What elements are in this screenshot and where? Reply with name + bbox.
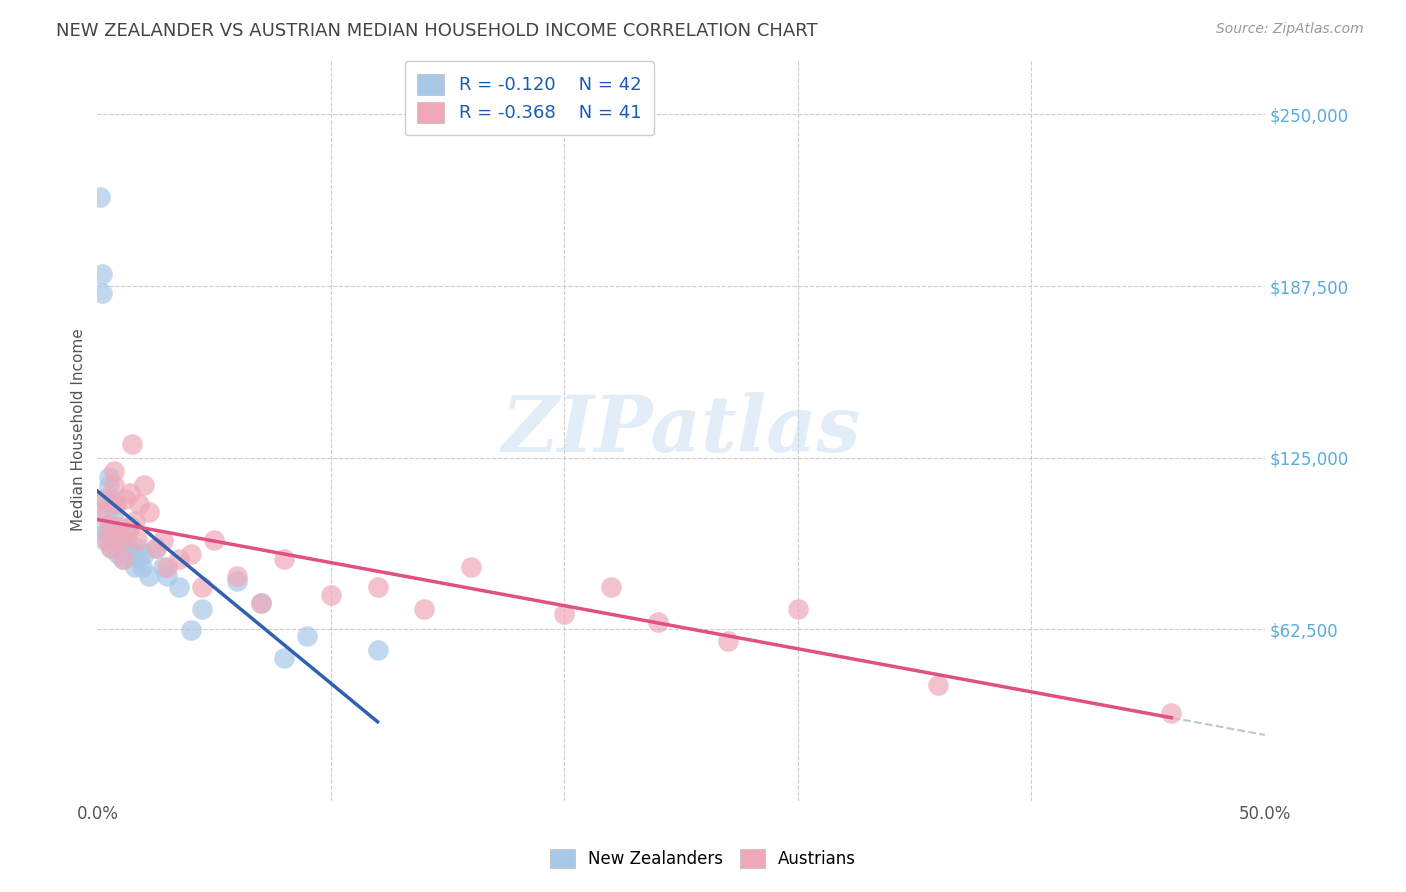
Point [103,524,125,539]
Point [117,524,139,539]
Point [103,505,125,519]
Point [91,267,114,281]
Point [105,497,128,511]
Point [202,533,225,547]
Text: ZIPatlas: ZIPatlas [502,392,860,468]
Point [100,541,122,555]
Point [100,491,122,506]
Point [107,547,129,561]
Point [110,533,132,547]
Legend: New Zealanders, Austrians: New Zealanders, Austrians [543,842,863,875]
Point [156,560,179,574]
Point [118,519,141,533]
Point [167,580,190,594]
Point [132,478,155,492]
Point [98,478,121,492]
Point [107,524,129,539]
Point [297,629,319,643]
Point [93,491,115,506]
Point [319,588,342,602]
Point [786,601,808,615]
Point [647,615,669,630]
Point [226,574,249,588]
Text: Source: ZipAtlas.com: Source: ZipAtlas.com [1216,22,1364,37]
Point [114,491,136,506]
Point [132,547,155,561]
Point [249,596,271,610]
Point [121,547,143,561]
Point [124,560,146,574]
Point [367,580,389,594]
Point [98,469,121,483]
Point [145,541,167,555]
Point [226,568,249,582]
Point [460,560,482,574]
Point [112,552,135,566]
Point [152,533,174,547]
Point [121,437,143,451]
Point [600,580,623,594]
Point [180,624,202,638]
Point [93,533,115,547]
Point [96,505,118,519]
Point [128,552,150,566]
Point [152,560,174,574]
Point [1160,706,1182,720]
Point [125,533,148,547]
Point [114,533,136,547]
Point [191,580,214,594]
Point [273,651,295,665]
Point [249,596,271,610]
Point [103,464,125,478]
Point [156,568,179,582]
Point [124,514,146,528]
Point [100,519,122,533]
Point [93,491,115,506]
Point [91,285,114,300]
Point [103,478,125,492]
Point [927,678,949,692]
Point [138,505,160,519]
Point [717,634,740,648]
Point [91,505,114,519]
Y-axis label: Median Household Income: Median Household Income [72,329,86,532]
Point [180,547,202,561]
Point [89,190,111,204]
Point [128,497,150,511]
Point [273,552,295,566]
Text: NEW ZEALANDER VS AUSTRIAN MEDIAN HOUSEHOLD INCOME CORRELATION CHART: NEW ZEALANDER VS AUSTRIAN MEDIAN HOUSEHO… [56,22,818,40]
Point [107,519,129,533]
Point [553,607,575,621]
Point [96,524,118,539]
Point [117,541,139,555]
Point [138,568,160,582]
Point [125,541,148,555]
Point [100,541,122,555]
Point [98,519,121,533]
Point [367,642,389,657]
Point [105,541,128,555]
Point [96,533,118,547]
Point [93,519,115,533]
Point [167,552,190,566]
Point [105,497,128,511]
Point [413,601,436,615]
Point [118,486,141,500]
Legend: R = -0.120    N = 42, R = -0.368    N = 41: R = -0.120 N = 42, R = -0.368 N = 41 [405,62,654,136]
Point [191,601,214,615]
Point [112,552,135,566]
Point [145,541,167,555]
Point [110,533,132,547]
Point [131,560,153,574]
